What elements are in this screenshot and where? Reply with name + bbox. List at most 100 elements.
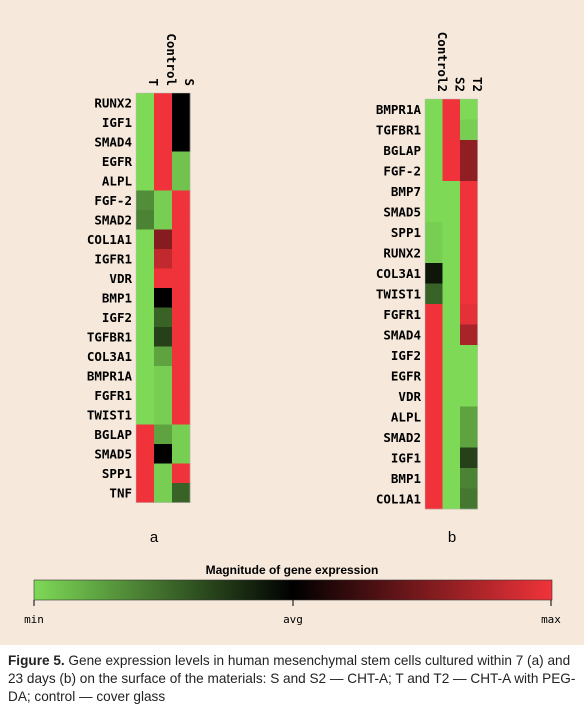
row-label: SMAD2 (383, 430, 421, 445)
heatmap-cell (425, 324, 443, 346)
heatmap-cell (425, 181, 443, 202)
heatmap-border (135, 92, 191, 503)
color-legend: Magnitude of gene expression min avg max (24, 563, 561, 626)
heatmap-cell (172, 93, 191, 113)
heatmap-cell (154, 190, 173, 211)
heatmap-cell (154, 307, 173, 328)
heatmap-cell (425, 222, 443, 243)
heatmap-cell (172, 249, 191, 269)
heatmap-cell (425, 365, 443, 387)
heatmap-cell (136, 151, 155, 172)
heatmap-cell (172, 268, 191, 289)
heatmap-cell (442, 304, 461, 325)
panel-letter-a: a (150, 529, 159, 546)
legend-colorbar (33, 579, 553, 601)
figure-label: Figure 5. (8, 653, 65, 668)
heatmap-cell (136, 327, 155, 347)
heatmap-cell (172, 210, 191, 230)
row-label: FGF-2 (94, 193, 132, 208)
heatmap-cell (442, 468, 461, 489)
row-label: COL3A1 (87, 349, 132, 364)
heatmap-cell (425, 119, 443, 141)
heatmap-cell (460, 119, 478, 141)
row-label: RUNX2 (383, 245, 421, 260)
heatmap-cell (460, 140, 478, 161)
heatmap-cell (442, 488, 461, 510)
row-label: BMP1 (391, 471, 421, 486)
heatmap-cell (442, 140, 461, 161)
row-label: SMAD5 (383, 204, 421, 219)
heatmap-cell (136, 405, 155, 425)
heatmap-cell (136, 288, 155, 308)
heatmap-cell (460, 365, 478, 387)
heatmap-cell (460, 427, 478, 448)
heatmap-cell (154, 210, 173, 230)
heatmap-cell (425, 447, 443, 469)
column-label: S2 (452, 77, 467, 92)
heatmap-cell (172, 151, 191, 172)
column-label: S (182, 78, 197, 86)
heatmap-cell (442, 406, 461, 428)
heatmap-cell (425, 386, 443, 407)
heatmap-cell (172, 327, 191, 347)
heatmap-cell (425, 283, 443, 305)
heatmap-cell (442, 447, 461, 469)
heatmap-cell (425, 427, 443, 448)
row-label: TWIST1 (87, 407, 132, 422)
heatmap-cell (172, 112, 191, 133)
heatmap-cell (460, 242, 478, 264)
heatmap-cell (172, 229, 191, 250)
heatmap-cell (442, 283, 461, 305)
row-label: COL3A1 (376, 266, 421, 281)
heatmap-cell (425, 263, 443, 284)
heatmap-cell (460, 304, 478, 325)
heatmap-cell (136, 112, 155, 133)
heatmap-cell (154, 327, 173, 347)
legend-max-label: max (541, 613, 561, 626)
row-label: EGFR (102, 154, 133, 169)
heatmap-cell (460, 406, 478, 428)
heatmap-cell (172, 424, 191, 445)
row-label: ALPL (391, 409, 422, 424)
heatmap-cell (442, 160, 461, 182)
heatmap-cell (154, 268, 173, 289)
row-label: SMAD2 (94, 212, 132, 227)
column-label: T2 (470, 77, 485, 92)
heatmap-b: Control2 S2 T2 BMPR1A TGFBR1 BGLAP FGF-2 BMP7 SM… (376, 32, 485, 510)
row-label: BGLAP (383, 143, 421, 158)
heatmap-cell (460, 201, 478, 223)
heatmap-cell (460, 488, 478, 510)
row-label: SMAD4 (94, 134, 132, 149)
row-label: TNF (109, 485, 132, 500)
row-label: TWIST1 (376, 286, 421, 301)
heatmap-cell (425, 468, 443, 489)
figure-panel (0, 0, 584, 645)
heatmap-cell (154, 229, 173, 250)
heatmap-cell (136, 268, 155, 289)
row-label: FGFR1 (94, 388, 132, 403)
heatmap-a: T Control S RUNX2 IGF1 SMAD4 EGFR ALPL FGF-2 SMAD… (87, 33, 197, 503)
heatmap-cell (442, 427, 461, 448)
heatmap-figure: T Control S RUNX2 IGF1 SMAD4 EGFR ALPL FGF-2 SMAD… (24, 32, 561, 626)
heatmap-cell (425, 99, 443, 120)
heatmap-cell (442, 119, 461, 141)
heatmap-cell (136, 424, 155, 445)
heatmap-cell (154, 249, 173, 269)
row-label: VDR (109, 271, 132, 286)
heatmap-cell (172, 385, 191, 406)
heatmap-cell (154, 366, 173, 386)
heatmap-cell (172, 366, 191, 386)
heatmap-cell (136, 463, 155, 484)
heatmap-cell (172, 346, 191, 367)
heatmap-cell (154, 385, 173, 406)
heatmap-cell (460, 324, 478, 346)
heatmap-cell (136, 385, 155, 406)
heatmap-cell (154, 132, 173, 152)
heatmap-cell (136, 249, 155, 269)
heatmap-cell (460, 99, 478, 120)
column-label: T (146, 78, 161, 86)
row-label: IGF2 (391, 348, 421, 363)
heatmap-cell (442, 386, 461, 407)
heatmap-cell (442, 263, 461, 284)
row-label: COL1A1 (87, 232, 132, 247)
